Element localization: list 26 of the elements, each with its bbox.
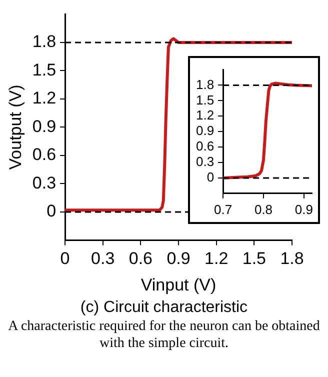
y-tick-label: 1.8 [32, 32, 56, 52]
x-tick-label: 0.7 [214, 202, 232, 217]
y-tick-label: 0.6 [32, 145, 56, 164]
y-tick-label: 1.5 [32, 60, 56, 80]
text: (c) Circuit characteristic [79, 298, 249, 318]
text: A characteristic required for the neuron can be obtained with the simple circuit. [7, 318, 321, 352]
y-tick-label: 0.9 [32, 116, 56, 136]
x-tick-label: 0.3 [91, 249, 115, 268]
y-axis-title: Voutput (V) [6, 84, 25, 170]
y-tick-label: 1.5 [196, 92, 214, 108]
x-tick-label: 0.6 [128, 249, 153, 268]
y-tick-label: 1.8 [196, 76, 214, 92]
x-tick-label: 0.8 [254, 202, 273, 217]
y-tick-label: 1.2 [32, 88, 56, 108]
x-tick-label: 1.8 [280, 249, 304, 268]
x-tick-label: 0.9 [294, 202, 313, 217]
y-tick-label: 0.3 [32, 173, 56, 192]
x-axis-title: Vinput (V) [140, 275, 216, 294]
y-tick-label: 0.9 [196, 123, 214, 138]
y-tick-label: 0.3 [196, 154, 214, 170]
y-tick-label: 1.2 [196, 108, 214, 123]
y-tick-label: 0 [206, 170, 214, 185]
y-tick-label: 0.6 [196, 138, 214, 154]
x-tick-label: 0 [60, 249, 70, 268]
x-tick-label: 1.5 [242, 249, 266, 268]
x-tick-label: 0.9 [166, 249, 190, 268]
